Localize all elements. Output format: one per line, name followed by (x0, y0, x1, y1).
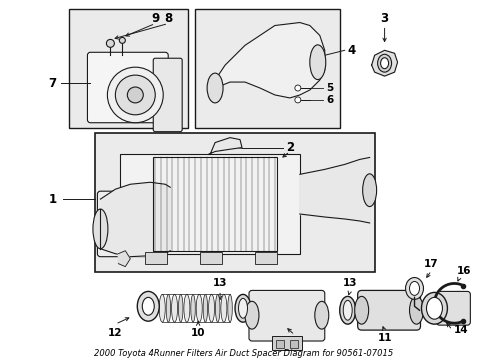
Text: 12: 12 (108, 328, 122, 338)
Ellipse shape (380, 58, 388, 69)
Ellipse shape (183, 294, 189, 322)
Ellipse shape (314, 301, 328, 329)
Text: 2000 Toyota 4Runner Filters Air Duct Spacer Diagram for 90561-07015: 2000 Toyota 4Runner Filters Air Duct Spa… (94, 350, 393, 359)
Ellipse shape (159, 294, 165, 322)
Bar (120, 154, 299, 254)
Ellipse shape (178, 294, 183, 322)
Circle shape (127, 87, 143, 103)
Circle shape (106, 39, 114, 47)
Ellipse shape (421, 292, 447, 324)
Polygon shape (371, 50, 397, 76)
Circle shape (115, 75, 155, 115)
Ellipse shape (221, 294, 226, 322)
Ellipse shape (408, 282, 419, 295)
Bar (200, 252, 222, 264)
Ellipse shape (339, 296, 355, 324)
Ellipse shape (343, 300, 351, 320)
Ellipse shape (166, 294, 170, 322)
Ellipse shape (207, 73, 223, 103)
Ellipse shape (244, 301, 259, 329)
Text: 7: 7 (48, 77, 57, 90)
Circle shape (294, 85, 300, 91)
Ellipse shape (93, 209, 108, 249)
Text: 8: 8 (164, 12, 172, 25)
Text: 6: 6 (325, 95, 333, 105)
Circle shape (119, 37, 125, 43)
Text: 5: 5 (325, 83, 333, 93)
Polygon shape (208, 138, 242, 154)
Text: 13: 13 (342, 279, 356, 288)
Bar (271, 336, 301, 350)
FancyBboxPatch shape (436, 291, 469, 325)
Ellipse shape (405, 278, 423, 300)
Ellipse shape (171, 294, 177, 322)
Ellipse shape (190, 294, 195, 322)
Text: 16: 16 (456, 266, 470, 275)
Ellipse shape (203, 294, 207, 322)
Text: 11: 11 (377, 333, 391, 343)
Circle shape (107, 67, 163, 123)
FancyBboxPatch shape (97, 191, 158, 257)
Bar (68, 9, 188, 128)
Bar (275, 340, 284, 348)
FancyBboxPatch shape (87, 52, 168, 123)
Bar (153, 157, 276, 251)
Ellipse shape (426, 297, 442, 319)
Text: 13: 13 (212, 279, 227, 288)
Ellipse shape (235, 294, 250, 322)
Ellipse shape (354, 296, 368, 324)
Text: 10: 10 (190, 328, 205, 338)
Text: 4: 4 (347, 44, 355, 57)
Ellipse shape (215, 294, 220, 322)
Ellipse shape (208, 294, 214, 322)
Ellipse shape (238, 298, 247, 318)
Polygon shape (118, 251, 130, 267)
Ellipse shape (137, 291, 159, 321)
Ellipse shape (142, 297, 154, 315)
Ellipse shape (377, 54, 391, 72)
Text: 17: 17 (423, 258, 438, 269)
Text: 9: 9 (151, 12, 159, 25)
Bar (289, 340, 297, 348)
Ellipse shape (408, 296, 423, 324)
Bar (145, 252, 167, 264)
Text: 2: 2 (285, 141, 293, 154)
Circle shape (294, 97, 300, 103)
FancyBboxPatch shape (357, 291, 420, 330)
Text: 1: 1 (48, 193, 57, 206)
Ellipse shape (227, 294, 232, 322)
Polygon shape (210, 23, 324, 98)
Ellipse shape (362, 174, 376, 207)
Ellipse shape (196, 294, 202, 322)
Bar (195, 9, 339, 128)
Bar (95, 132, 374, 271)
Text: 15: 15 (287, 338, 302, 348)
Text: 14: 14 (453, 325, 468, 335)
Text: 3: 3 (380, 12, 388, 25)
Bar (254, 252, 276, 264)
Ellipse shape (309, 45, 325, 80)
FancyBboxPatch shape (153, 58, 182, 132)
FancyBboxPatch shape (248, 291, 324, 341)
